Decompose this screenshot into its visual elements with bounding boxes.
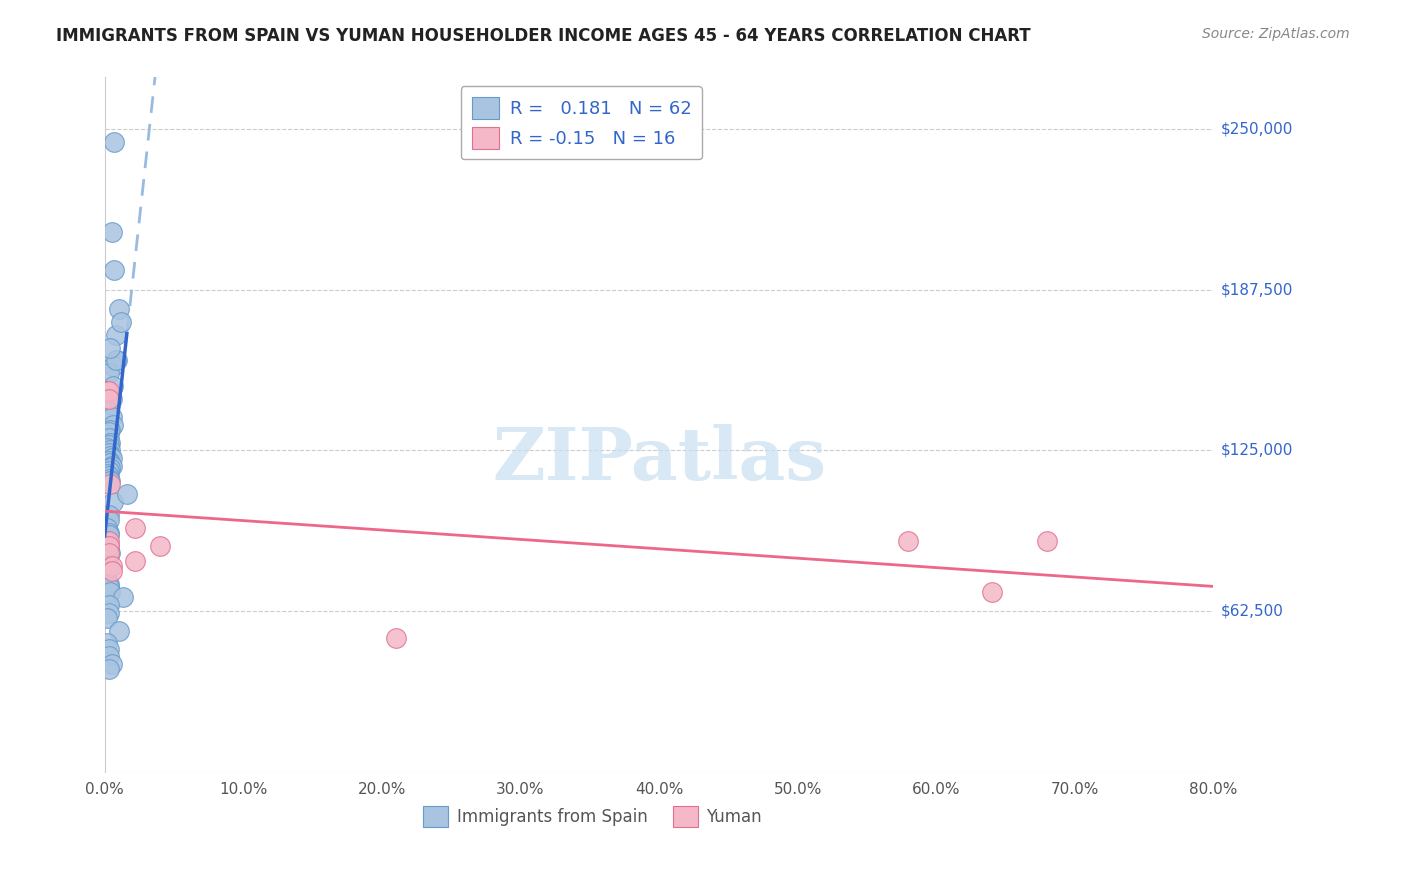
Point <box>97 649 120 664</box>
Point <box>98 475 121 489</box>
Point <box>97 533 120 548</box>
Point <box>98 341 121 355</box>
Point <box>96 384 118 399</box>
Text: $250,000: $250,000 <box>1220 121 1292 136</box>
Point <box>97 559 120 574</box>
Point <box>97 606 120 620</box>
Point <box>97 508 120 522</box>
Point <box>100 458 122 473</box>
Text: ZIPatlas: ZIPatlas <box>492 424 827 495</box>
Point <box>98 477 121 491</box>
Point <box>96 441 118 455</box>
Point <box>98 397 121 411</box>
Point <box>96 636 118 650</box>
Point <box>98 443 121 458</box>
Point <box>103 263 125 277</box>
Point <box>97 598 120 612</box>
Text: $125,000: $125,000 <box>1220 443 1292 458</box>
Point <box>97 525 120 540</box>
Point <box>110 315 132 329</box>
Point <box>980 585 1002 599</box>
Point <box>149 539 172 553</box>
Point <box>97 446 120 460</box>
Point <box>384 632 406 646</box>
Point <box>100 451 122 466</box>
Point <box>97 641 120 656</box>
Point <box>98 456 121 470</box>
Point <box>97 662 120 676</box>
Point <box>107 301 129 316</box>
Point <box>97 472 120 486</box>
Text: IMMIGRANTS FROM SPAIN VS YUMAN HOUSEHOLDER INCOME AGES 45 - 64 YEARS CORRELATION: IMMIGRANTS FROM SPAIN VS YUMAN HOUSEHOLD… <box>56 27 1031 45</box>
Point <box>98 585 121 599</box>
Point <box>101 379 124 393</box>
Point <box>100 225 122 239</box>
Point <box>124 521 146 535</box>
Point <box>97 580 120 594</box>
Text: $187,500: $187,500 <box>1220 282 1292 297</box>
Text: Source: ZipAtlas.com: Source: ZipAtlas.com <box>1202 27 1350 41</box>
Point <box>104 353 127 368</box>
Legend: Immigrants from Spain, Yuman: Immigrants from Spain, Yuman <box>416 799 768 833</box>
Point <box>98 423 121 437</box>
Point <box>97 366 120 380</box>
Point <box>97 425 120 440</box>
Point <box>101 495 124 509</box>
Point <box>96 572 118 586</box>
Point <box>100 565 122 579</box>
Point <box>101 417 124 432</box>
Point <box>96 533 118 548</box>
Point <box>96 565 118 579</box>
Point <box>124 554 146 568</box>
Point <box>100 657 122 671</box>
Point <box>98 449 121 463</box>
Point <box>98 435 121 450</box>
Point <box>97 539 120 553</box>
Point <box>98 461 121 475</box>
Point <box>107 624 129 638</box>
Point <box>1036 533 1059 548</box>
Text: $62,500: $62,500 <box>1220 604 1284 619</box>
Point <box>97 469 120 483</box>
Point <box>103 135 125 149</box>
Point <box>97 431 120 445</box>
Point <box>97 513 120 527</box>
Point <box>96 467 118 481</box>
Point <box>100 392 122 406</box>
Point <box>100 559 122 574</box>
Point <box>98 546 121 560</box>
Point <box>97 577 120 591</box>
Point <box>97 454 120 468</box>
Point <box>96 610 118 624</box>
Point <box>97 539 120 553</box>
Point <box>97 384 120 399</box>
Point <box>97 528 120 542</box>
Point <box>97 464 120 478</box>
Point <box>115 487 138 501</box>
Point <box>897 533 920 548</box>
Point <box>97 546 120 560</box>
Point <box>101 359 124 373</box>
Point <box>97 405 120 419</box>
Point <box>104 327 127 342</box>
Point <box>111 590 134 604</box>
Point <box>105 353 128 368</box>
Point <box>100 410 122 425</box>
Point <box>97 438 120 452</box>
Point <box>96 521 118 535</box>
Point <box>97 392 120 406</box>
